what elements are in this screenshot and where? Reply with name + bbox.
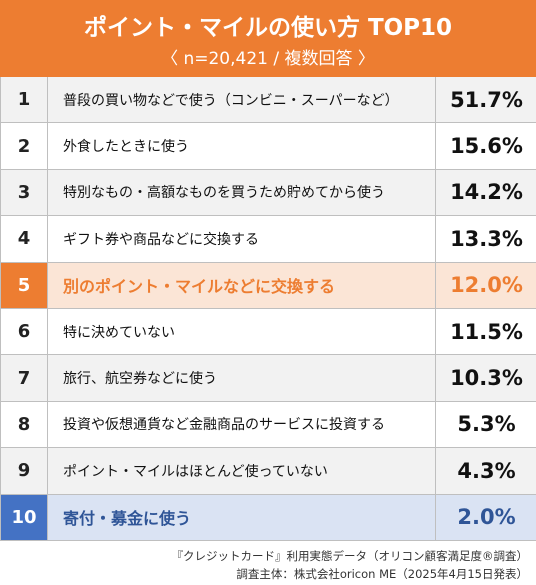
page-title: ポイント・マイルの使い方 TOP10 [83, 15, 453, 41]
page-subtitle: 〈 n=20,421 / 複数回答 〉 [161, 49, 375, 69]
header-banner: ポイント・マイルの使い方 TOP10 〈 n=20,421 / 複数回答 〉 [0, 0, 536, 77]
usage-label: 特に決めていない [48, 309, 436, 355]
table-row: 9 ポイント・マイルはほとんど使っていない 4.3% [1, 448, 536, 495]
usage-label: ポイント・マイルはほとんど使っていない [48, 448, 436, 494]
usage-label: 旅行、航空券などに使う [48, 355, 436, 401]
percentage-value: 4.3% [457, 458, 516, 483]
percentage-value: 5.3% [457, 412, 516, 437]
percentage-value: 15.6% [450, 134, 523, 159]
percentage-value: 2.0% [457, 505, 516, 530]
ranking-table: 1 普段の買い物などで使う（コンビニ・スーパーなど） 51.7% 2 外食したときに使う… [0, 77, 536, 541]
rank-number: 10 [1, 494, 48, 540]
rank-number: 7 [1, 355, 48, 401]
usage-label: 投資や仮想通貨など金融商品のサービスに投資する [48, 401, 436, 448]
rank-number: 6 [1, 309, 48, 355]
percentage-value: 12.0% [450, 273, 523, 298]
rank-number: 4 [1, 216, 48, 262]
table-row: 2 外食したときに使う 15.6% [1, 123, 536, 170]
rank-number: 2 [1, 123, 48, 169]
table-row: 7 旅行、航空券などに使う 10.3% [1, 355, 536, 402]
usage-label: 普段の買い物などで使う（コンビニ・スーパーなど） [48, 77, 436, 123]
table-row: 4 ギフト券や商品などに交換する 13.3% [1, 216, 536, 263]
source-note: 『クレジットカード』利用実態データ（オリコン顧客満足度®調査） [171, 549, 529, 563]
table-row: 8 投資や仮想通貨など金融商品のサービスに投資する 5.3% [1, 401, 536, 449]
percentage-value: 14.2% [450, 180, 523, 205]
percentage-value: 10.3% [450, 366, 523, 391]
usage-label: 特別なもの・高額なものを買うため貯めてから使う [48, 169, 436, 216]
usage-label: 寄付・募金に使う [48, 494, 436, 540]
table-row: 6 特に決めていない 11.5% [1, 309, 536, 356]
table-row: 10 寄付・募金に使う 2.0% [1, 494, 536, 541]
percentage-value: 51.7% [450, 87, 523, 112]
rank-number: 9 [1, 448, 48, 494]
rank-number: 8 [1, 401, 48, 448]
usage-label: ギフト券や商品などに交換する [48, 216, 436, 262]
survey-note: 調査主体：株式会社oricon ME（2025年4月15日発表） [236, 567, 528, 581]
table-row: 1 普段の買い物などで使う（コンビニ・スーパーなど） 51.7% [1, 77, 536, 124]
table-row: 5 別のポイント・マイルなどに交換する 12.0% [1, 262, 536, 309]
percentage-value: 11.5% [450, 319, 523, 344]
rank-number: 3 [1, 169, 48, 216]
rank-number: 5 [1, 262, 48, 308]
table-row: 3 特別なもの・高額なものを買うため貯めてから使う 14.2% [1, 169, 536, 217]
rank-number: 1 [1, 77, 48, 123]
usage-label: 外食したときに使う [48, 123, 436, 169]
usage-label: 別のポイント・マイルなどに交換する [48, 262, 436, 308]
percentage-value: 13.3% [450, 226, 523, 251]
